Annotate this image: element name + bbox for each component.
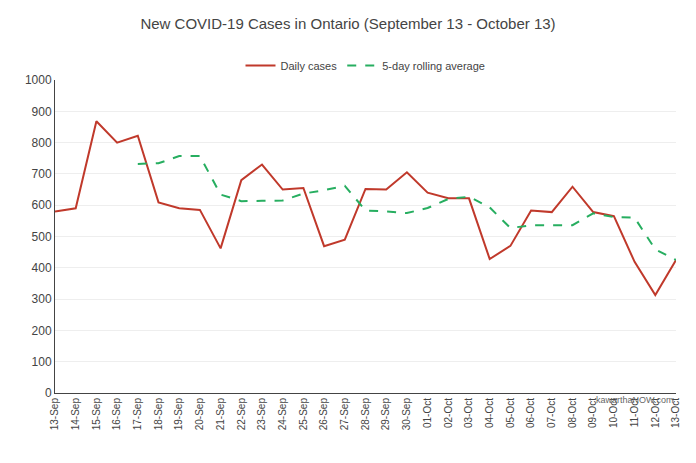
svg-text:07-Oct: 07-Oct [546,398,557,428]
svg-text:17-Sep: 17-Sep [132,398,143,431]
svg-text:100: 100 [32,355,52,369]
svg-text:5-day rolling average: 5-day rolling average [382,60,485,72]
svg-text:28-Sep: 28-Sep [360,398,371,431]
svg-text:25-Sep: 25-Sep [298,398,309,431]
svg-text:26-Sep: 26-Sep [318,398,329,431]
svg-text:05-Oct: 05-Oct [505,398,516,428]
svg-text:0: 0 [45,386,52,400]
svg-text:13-Oct: 13-Oct [670,398,681,428]
svg-text:22-Sep: 22-Sep [236,398,247,431]
svg-text:19-Sep: 19-Sep [173,398,184,431]
svg-text:500: 500 [32,230,52,244]
svg-text:23-Sep: 23-Sep [256,398,267,431]
svg-text:12-Oct: 12-Oct [650,398,661,428]
svg-text:New COVID-19 Cases in Ontario: New COVID-19 Cases in Ontario (September… [140,15,555,32]
svg-text:18-Sep: 18-Sep [153,398,164,431]
svg-text:300: 300 [32,292,52,306]
svg-text:21-Sep: 21-Sep [215,398,226,431]
svg-text:600: 600 [32,198,52,212]
svg-text:16-Sep: 16-Sep [111,398,122,431]
svg-text:700: 700 [32,167,52,181]
svg-text:900: 900 [32,105,52,119]
svg-text:10-Oct: 10-Oct [608,398,619,428]
svg-text:29-Sep: 29-Sep [380,398,391,431]
svg-text:800: 800 [32,136,52,150]
svg-text:11-Oct: 11-Oct [629,398,640,427]
svg-text:27-Sep: 27-Sep [339,398,350,431]
svg-text:15-Sep: 15-Sep [91,398,102,431]
svg-text:03-Oct: 03-Oct [463,398,474,428]
svg-text:02-Oct: 02-Oct [443,398,454,428]
svg-text:01-Oct: 01-Oct [422,398,433,428]
svg-text:400: 400 [32,261,52,275]
svg-text:14-Sep: 14-Sep [70,398,81,431]
svg-text:20-Sep: 20-Sep [194,398,205,431]
svg-text:30-Sep: 30-Sep [401,398,412,431]
svg-text:1000: 1000 [25,73,52,87]
svg-text:04-Oct: 04-Oct [484,398,495,428]
svg-text:06-Oct: 06-Oct [525,398,536,428]
svg-text:kawarthaNOW.com: kawarthaNOW.com [596,395,674,405]
svg-text:24-Sep: 24-Sep [277,398,288,431]
svg-text:Daily cases: Daily cases [281,60,338,72]
svg-text:09-Oct: 09-Oct [587,398,598,428]
svg-text:08-Oct: 08-Oct [567,398,578,428]
svg-text:200: 200 [32,324,52,338]
svg-text:13-Sep: 13-Sep [49,398,60,431]
